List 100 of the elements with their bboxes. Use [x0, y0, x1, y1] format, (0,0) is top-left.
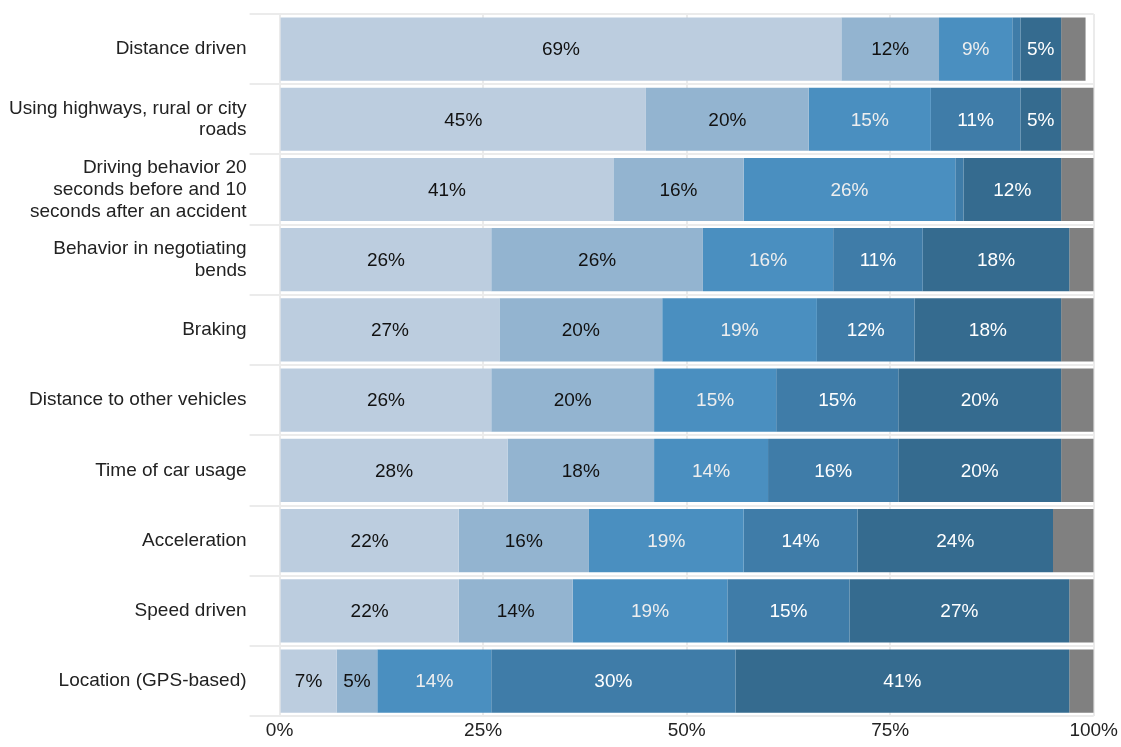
bar	[491, 368, 655, 432]
bar	[377, 649, 492, 713]
bar	[939, 17, 1013, 81]
bar	[1053, 509, 1094, 573]
bar	[1012, 17, 1021, 81]
data-label: 5%	[1027, 38, 1055, 60]
x-tick-label: 25%	[464, 718, 503, 740]
data-label: 15%	[818, 389, 857, 411]
data-label: 18%	[561, 459, 600, 481]
data-label: 9%	[961, 38, 990, 60]
bar	[808, 87, 931, 151]
bar	[1061, 368, 1094, 432]
data-label: 15%	[696, 389, 735, 411]
data-label: 20%	[553, 389, 592, 411]
bar	[336, 649, 378, 713]
bar	[727, 579, 850, 643]
y-tick-label: Acceleration	[142, 528, 247, 550]
bar	[654, 438, 769, 503]
bar	[645, 87, 809, 151]
y-tick-label: Location (GPS-based)	[58, 669, 247, 691]
y-tick-label: Distance to other vehicles	[29, 388, 247, 410]
data-label: 22%	[350, 529, 389, 551]
bar	[280, 509, 459, 573]
data-label: 20%	[960, 389, 999, 411]
y-tick-label: Speed driven	[134, 599, 247, 621]
y-tick-label: Distance driven	[115, 37, 247, 59]
bar	[613, 157, 744, 222]
data-label: 26%	[366, 248, 406, 270]
bar	[499, 298, 663, 362]
data-label: 11%	[957, 108, 995, 130]
data-label: 15%	[850, 108, 889, 130]
data-label: 20%	[708, 108, 747, 130]
bar	[1061, 298, 1094, 362]
data-label: 18%	[968, 319, 1007, 341]
bar	[1061, 87, 1094, 151]
data-label: 19%	[647, 529, 686, 551]
bar	[963, 157, 1062, 222]
data-label: 28%	[375, 459, 414, 481]
bar	[458, 509, 589, 573]
data-label: 12%	[871, 38, 910, 60]
data-label: 41%	[427, 178, 467, 200]
bar	[1061, 438, 1094, 503]
data-label: 16%	[659, 178, 698, 200]
x-tick-label: 50%	[667, 718, 706, 740]
y-tick-label: Braking	[182, 318, 247, 340]
bar	[1020, 17, 1062, 81]
bar	[898, 438, 1062, 503]
bar	[743, 509, 858, 573]
data-label: 26%	[830, 178, 869, 200]
y-tick-label: Driving behavior 20 seconds before and 10 seconds after an accident	[30, 155, 248, 221]
bar	[280, 228, 492, 292]
bar	[857, 509, 1053, 573]
data-label: 20%	[960, 459, 999, 481]
y-tick-label: Behavior in negotiating bends	[53, 237, 247, 280]
data-label: 12%	[993, 178, 1032, 200]
bar	[776, 368, 899, 432]
bar	[702, 228, 834, 292]
bar	[491, 649, 736, 713]
bar	[930, 87, 1021, 151]
bar	[849, 579, 1070, 643]
x-tick-label: 100%	[1069, 718, 1119, 740]
data-label: 11%	[859, 248, 897, 270]
data-label: 24%	[936, 529, 975, 551]
bar	[898, 368, 1062, 432]
bar	[280, 438, 508, 503]
data-label: 26%	[578, 248, 617, 270]
bar	[588, 509, 744, 573]
data-label: 41%	[883, 670, 922, 692]
bar	[816, 298, 915, 362]
bar	[1020, 87, 1062, 151]
bar	[572, 579, 728, 643]
bar	[280, 157, 614, 222]
bar	[458, 579, 573, 643]
bar	[280, 368, 492, 432]
data-label: 12%	[846, 319, 885, 341]
data-label: 14%	[781, 529, 820, 551]
data-label: 7%	[294, 670, 323, 692]
data-label: 20%	[561, 319, 600, 341]
x-tick-label: 0%	[265, 718, 294, 740]
data-label: 27%	[940, 600, 979, 622]
data-label: 16%	[814, 459, 853, 481]
bar	[922, 228, 1070, 292]
data-label: 14%	[415, 670, 454, 692]
bar	[833, 228, 923, 292]
bar	[491, 228, 703, 292]
data-label: 69%	[541, 38, 581, 60]
bar	[768, 438, 899, 503]
bar	[507, 438, 655, 503]
data-label: 15%	[769, 600, 808, 622]
bar	[735, 649, 1070, 713]
data-label: 18%	[976, 248, 1016, 270]
bar	[955, 157, 964, 222]
bar	[1069, 228, 1094, 292]
bar	[841, 17, 940, 81]
bar	[914, 298, 1062, 362]
y-tick-label: Time of car usage	[95, 458, 247, 480]
bar	[1069, 579, 1094, 643]
data-label: 14%	[692, 459, 731, 481]
bar	[280, 579, 459, 643]
y-tick-label: Using highways, rural or city roads	[8, 96, 248, 140]
